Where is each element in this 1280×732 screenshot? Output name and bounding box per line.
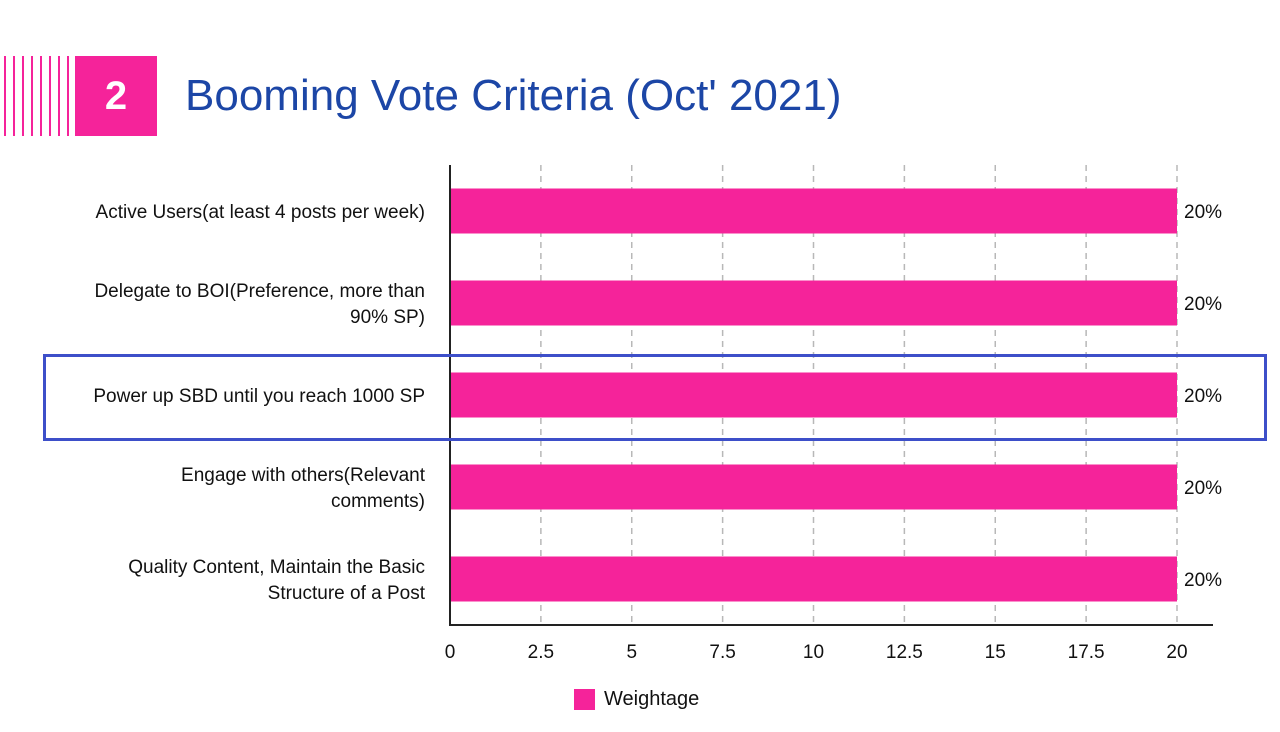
x-tick-label: 5 [626,642,637,663]
category-label: Active Users(at least 4 posts per week) [96,202,425,223]
category-label-line: Active Users(at least 4 posts per week) [96,202,425,223]
category-label: Delegate to BOI(Preference, more than 90%… [94,281,425,328]
bar [451,188,1177,234]
x-tick-label: 15 [985,642,1006,663]
x-tick-label: 0 [445,642,456,663]
category-label-line: comments) [331,491,425,512]
x-tick-label: 2.5 [528,642,554,663]
category-label-line: Power up SBD until you reach 1000 SP [93,386,425,407]
data-label: 20% [1184,294,1222,315]
x-tick-label: 17.5 [1068,642,1105,663]
x-tick-label: 12.5 [886,642,923,663]
category-label-line: Engage with others(Relevant [181,465,426,486]
bar [451,464,1177,510]
chart-labels: 0 2.5 5 7.5 10 12.5 15 17.5 20 20% Active Users(at… [93,202,1222,663]
data-label: 20% [1184,478,1222,499]
category-label: Power up SBD until you reach 1000 SP [93,386,425,407]
chart-bars [451,188,1177,602]
x-tick-label: 7.5 [709,642,735,663]
legend-label: Weightage [604,688,700,710]
category-label-line: Structure of a Post [268,583,426,604]
category-label: Quality Content, Maintain the Basic Struc… [128,557,425,604]
decorative-stripes [0,56,70,136]
section-number-badge: 2 [75,56,157,136]
category-label-line: Quality Content, Maintain the Basic [128,557,425,578]
data-label: 20% [1184,202,1222,223]
chart-axes [449,165,1213,626]
category-label-line: 90% SP) [350,307,425,328]
page-title: Booming Vote Criteria (Oct' 2021) [185,71,842,120]
legend-swatch [574,689,595,710]
x-tick-label: 20 [1166,642,1187,663]
x-tick-label: 10 [803,642,824,663]
category-label: Engage with others(Relevant comments) [181,465,426,512]
data-label: 20% [1184,570,1222,591]
data-label: 20% [1184,386,1222,407]
chart-legend: Weightage [574,688,699,711]
category-label-line: Delegate to BOI(Preference, more than [94,281,425,302]
bar [451,280,1177,326]
bar [451,372,1177,418]
bar [451,556,1177,602]
